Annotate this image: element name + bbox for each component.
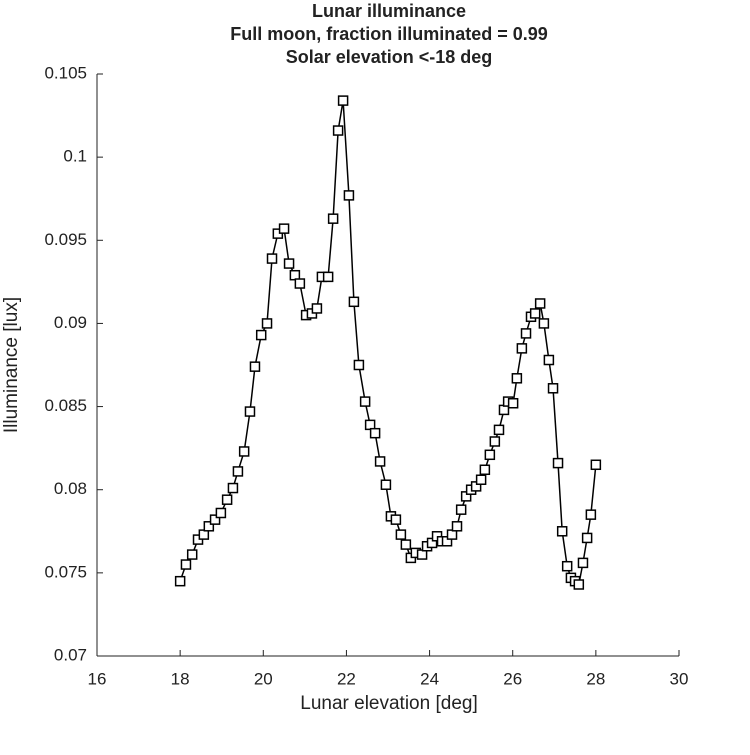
data-marker bbox=[283, 258, 295, 269]
x-tick-label: 30 bbox=[670, 669, 689, 688]
data-marker bbox=[390, 514, 402, 525]
data-marker bbox=[395, 529, 407, 540]
data-marker bbox=[322, 271, 334, 283]
data-marker bbox=[484, 449, 496, 461]
data-marker bbox=[547, 383, 559, 394]
y-tick-label: 0.1 bbox=[63, 147, 87, 166]
data-marker bbox=[455, 504, 467, 515]
x-tick-label: 24 bbox=[420, 669, 439, 688]
data-marker bbox=[511, 373, 523, 384]
y-axis-label: Illuminance [lux] bbox=[1, 297, 22, 433]
data-marker bbox=[451, 521, 463, 532]
data-marker bbox=[516, 343, 528, 354]
data-marker bbox=[327, 213, 339, 224]
data-marker bbox=[585, 509, 597, 520]
data-marker bbox=[479, 464, 491, 476]
data-marker bbox=[278, 223, 290, 234]
data-marker bbox=[556, 526, 568, 537]
y-tick-label: 0.095 bbox=[44, 230, 87, 249]
data-marker bbox=[538, 318, 550, 329]
data-marker bbox=[380, 479, 392, 490]
data-marker bbox=[493, 424, 505, 436]
x-tick-label: 26 bbox=[503, 669, 522, 688]
x-tick-label: 16 bbox=[88, 669, 107, 688]
x-axis-label: Lunar elevation [deg] bbox=[300, 693, 477, 714]
data-marker bbox=[186, 549, 198, 560]
x-tick-label: 22 bbox=[337, 669, 356, 688]
chart-subtitle: Solar elevation <-18 deg bbox=[286, 47, 493, 67]
data-marker bbox=[359, 396, 371, 407]
data-marker bbox=[203, 521, 215, 532]
data-marker bbox=[215, 507, 227, 519]
data-marker bbox=[180, 559, 192, 570]
data-marker bbox=[221, 494, 233, 505]
chart-title: Lunar illuminance bbox=[312, 1, 466, 21]
data-marker bbox=[249, 361, 261, 372]
data-marker bbox=[337, 95, 349, 106]
data-marker bbox=[529, 308, 541, 319]
y-tick-label: 0.08 bbox=[54, 479, 87, 498]
data-marker bbox=[311, 303, 323, 314]
data-marker bbox=[266, 253, 278, 264]
y-tick-label: 0.09 bbox=[54, 313, 87, 332]
data-marker bbox=[400, 539, 412, 550]
y-tick-label: 0.085 bbox=[44, 396, 87, 415]
x-tick-label: 18 bbox=[171, 669, 190, 688]
y-tick-label: 0.07 bbox=[54, 645, 87, 664]
data-marker bbox=[475, 474, 487, 485]
data-marker bbox=[552, 457, 564, 469]
data-marker bbox=[255, 329, 267, 341]
data-marker bbox=[590, 459, 602, 471]
data-marker bbox=[561, 560, 573, 572]
x-tick-label: 28 bbox=[586, 669, 605, 688]
data-marker bbox=[244, 406, 256, 417]
chart-subtitle: Full moon, fraction illuminated = 0.99 bbox=[230, 24, 548, 44]
data-marker bbox=[238, 446, 250, 457]
data-marker bbox=[294, 278, 306, 289]
data-marker bbox=[534, 298, 546, 309]
data-marker bbox=[489, 436, 501, 447]
data-marker bbox=[174, 575, 186, 587]
data-marker bbox=[520, 328, 532, 339]
data-marker bbox=[332, 125, 344, 136]
data-marker bbox=[543, 354, 555, 366]
data-marker bbox=[573, 579, 585, 590]
x-tick-label: 20 bbox=[254, 669, 273, 688]
data-marker bbox=[577, 557, 589, 569]
data-marker bbox=[348, 296, 360, 308]
y-tick-label: 0.105 bbox=[44, 63, 87, 82]
data-marker bbox=[261, 318, 273, 329]
data-marker bbox=[581, 532, 593, 544]
data-marker bbox=[374, 456, 386, 467]
data-marker bbox=[232, 466, 244, 477]
data-marker bbox=[369, 427, 381, 439]
data-marker bbox=[209, 514, 221, 525]
data-marker bbox=[353, 359, 365, 371]
data-marker bbox=[343, 190, 355, 201]
data-marker bbox=[507, 397, 519, 409]
data-marker bbox=[227, 482, 239, 494]
y-tick-label: 0.075 bbox=[44, 562, 87, 581]
